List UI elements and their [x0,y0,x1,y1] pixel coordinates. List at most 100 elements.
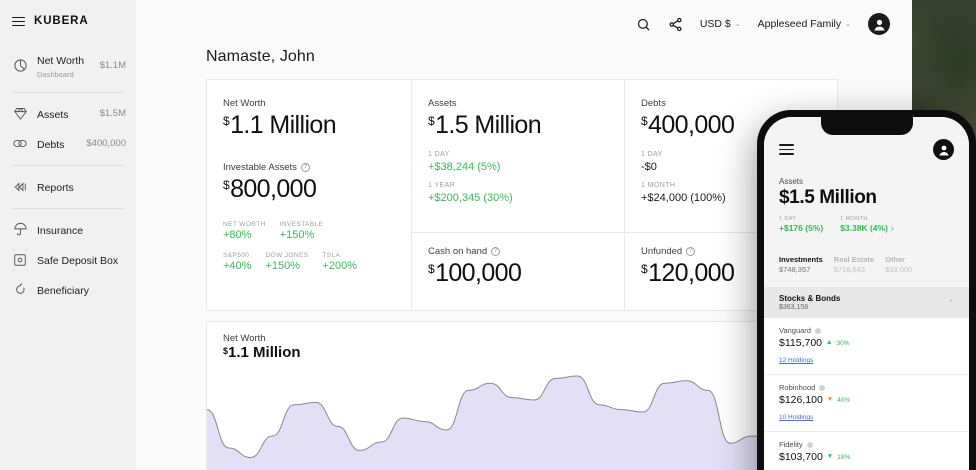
row-name-wrap: Fidelity [779,440,954,449]
currency-symbol: $ [641,262,648,276]
row-name: Robinhood [779,383,816,392]
phone-row-fidelity[interactable]: Fidelity $103,700 ▼ 18% [764,432,969,470]
row-name: Vanguard [779,326,811,335]
sidebar-item-safe-deposit-box[interactable]: Safe Deposit Box [0,245,136,275]
sidebar-item-assets[interactable]: Assets $1.5M [0,99,136,129]
phone-header-section: Assets $1.5 Million 1 DAY +$176 (5%) 1 M… [764,117,969,287]
assets-card[interactable]: Assets $ 1.5 Million 1 DAY +$38,244 (5%)… [412,79,625,233]
phone-category-real-estate[interactable]: Real Estate $718,643 [834,255,874,274]
help-icon[interactable]: ? [491,247,501,256]
delta-period: 1 MONTH [641,182,676,189]
chevron-right-icon: › [890,224,894,233]
perf-value: +80% [223,229,252,241]
assets-amount: $ 1.5 Million [428,111,608,140]
currency-selector[interactable]: USD $ ⌄ [700,18,741,30]
status-dot-icon [819,384,826,391]
row-percent: 30% [836,339,850,347]
assets-delta-1year: 1 YEAR +$200,345 (30%) [428,180,608,206]
currency-symbol: $ [641,114,648,128]
user-avatar-icon[interactable] [868,13,890,35]
net-worth-chart-card[interactable]: Net Worth $ 1.1 Million 1 YEAR [206,321,838,470]
amount-value: 120,000 [648,259,735,287]
investable-assets-label: Investable Assets ? [223,162,395,173]
sidebar-item-beneficiary[interactable]: Beneficiary [0,275,136,305]
debts-delta-1month: 1 MONTH +$24,000 (100%) [641,180,821,206]
perf-label: S&P500 [223,252,250,259]
phone-category-investments[interactable]: Investments $748,357 [779,255,823,274]
currency-symbol: $ [428,262,435,276]
row-value-wrap: $115,700 ▲ 30% [779,337,954,349]
coins-icon [12,136,28,152]
chart-header: Net Worth $ 1.1 Million [223,333,301,361]
phone-section-stocks-bonds[interactable]: Stocks & Bonds $363,158 ⌃ [764,287,969,318]
umbrella-icon [12,222,28,238]
delta-period: 1 DAY [779,216,797,222]
share-icon[interactable] [668,17,683,32]
perf-dow-jones: DOW JONES +150% [265,252,308,272]
row-percent: 40% [837,396,851,404]
row-value-wrap: $126,100 ▼ 40% [779,394,954,406]
chart-label: Net Worth [223,333,266,344]
hamburger-icon[interactable] [779,141,794,158]
currency-label: USD $ [699,18,731,30]
cash-on-hand-card[interactable]: Cash on hand ? $ 100,000 [412,233,625,311]
delta-value: +$24,000 (100%) [641,192,726,204]
safe-box-icon [12,252,28,268]
phone-delta-1month[interactable]: 1 MONTH $3.38K (4%) › [840,216,893,233]
delta-value: +$176 (5%) [779,223,824,233]
row-name-wrap: Vanguard [779,326,954,335]
family-selector[interactable]: Appleseed Family ⌄ [758,18,851,30]
sidebar-item-debts[interactable]: Debts $400,000 [0,129,136,159]
diamond-icon [12,106,28,122]
phone-category-other[interactable]: Other $33,000 [885,255,912,274]
search-icon[interactable] [636,17,651,32]
sidebar-item-insurance[interactable]: Insurance [0,215,136,245]
brand-name: KUBERA [34,15,89,28]
sidebar-item-value: $400,000 [86,138,126,149]
sidebar-item-reports[interactable]: Reports [0,172,136,202]
holdings-link[interactable]: 12 Holdings [779,357,814,364]
currency-symbol: $ [223,178,230,192]
category-value: $748,357 [779,265,811,274]
currency-symbol: $ [223,346,229,356]
investable-assets-amount: $ 800,000 [223,175,395,204]
phone-row-robinhood[interactable]: Robinhood $126,100 ▼ 40% 10 Holdings [764,375,969,432]
row-amount: $115,700 [779,337,823,349]
label-text: Cash on hand [428,246,488,257]
hamburger-menu-icon[interactable] [12,14,25,29]
chevron-down-icon: ⌄ [734,21,741,28]
chart-amount: $ 1.1 Million [223,344,301,361]
row-amount: $126,100 [779,394,823,406]
phone-category-tabs: Investments $748,357 Real Estate $718,64… [779,255,954,287]
sidebar: KUBERA Net Worth Dashboard $1.1M [0,0,136,470]
holdings-link[interactable]: 10 Holdings [779,414,814,421]
help-icon[interactable]: ? [686,247,696,256]
phone-screen: Assets $1.5 Million 1 DAY +$176 (5%) 1 M… [764,117,969,470]
card-label: Unfunded ? [641,246,821,257]
unfunded-amount: $ 120,000 [641,259,821,288]
label-text: Unfunded [641,246,683,257]
assets-delta-1day: 1 DAY +$38,244 (5%) [428,149,608,175]
phone-assets-amount: $1.5 Million [779,187,877,208]
perf-value: +150% [279,229,315,241]
help-icon[interactable]: ? [300,163,310,172]
cash-amount: $ 100,000 [428,259,608,288]
delta-period: 1 DAY [428,151,450,158]
sidebar-item-net-worth[interactable]: Net Worth Dashboard $1.1M [0,45,136,86]
label-text: Investable Assets [223,162,297,173]
row-percent: 18% [837,453,851,461]
delta-value: +$200,345 (30%) [428,192,513,204]
family-label: Appleseed Family [757,18,842,30]
user-avatar-icon[interactable] [933,139,954,160]
top-bar: USD $ ⌄ Appleseed Family ⌄ [136,0,912,48]
net-worth-card[interactable]: Net Worth $ 1.1 Million Investable Asset… [206,79,412,311]
net-worth-amount: $ 1.1 Million [223,111,395,140]
delta-period: 1 MONTH [840,216,868,222]
sidebar-divider [12,207,124,209]
chevron-up-icon[interactable]: ⌃ [948,299,954,307]
chevron-down-icon: ⌄ [845,21,851,28]
phone-row-vanguard[interactable]: Vanguard $115,700 ▲ 30% 12 Holdings [764,318,969,375]
perf-label: DOW JONES [265,252,309,259]
sidebar-item-label: Debts [37,138,65,151]
category-name: Real Estate [833,255,875,264]
